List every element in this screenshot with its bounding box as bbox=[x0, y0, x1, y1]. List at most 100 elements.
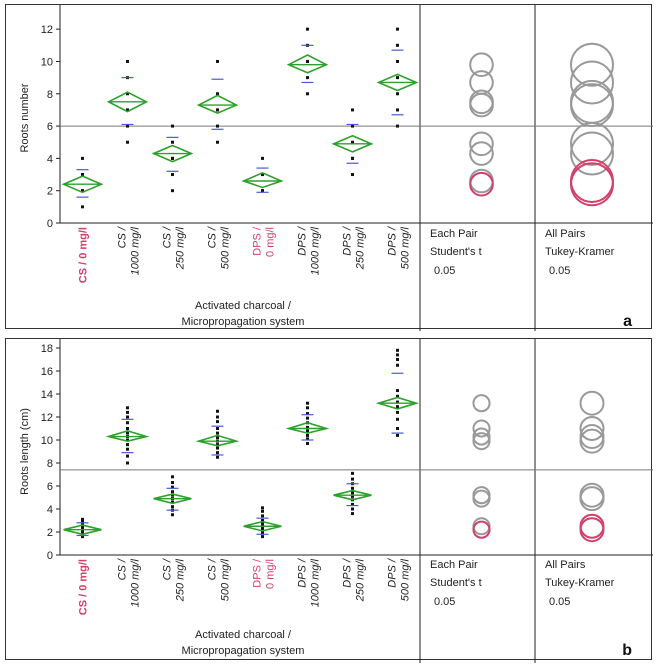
data-point bbox=[216, 108, 219, 112]
data-point bbox=[306, 412, 309, 416]
data-point bbox=[261, 514, 264, 518]
comparison-circle bbox=[472, 432, 491, 451]
x-axis-title-line2: Micropropagation system bbox=[182, 316, 305, 328]
comparison-circle bbox=[570, 131, 614, 176]
category-label-line1: DPS / bbox=[297, 558, 309, 588]
comparison-alpha: 0.05 bbox=[434, 265, 455, 277]
data-point bbox=[261, 531, 264, 535]
comparison-label-line1: Each Pair bbox=[430, 559, 478, 571]
data-point bbox=[306, 59, 309, 63]
category-label-line2: 500 mg/l bbox=[220, 226, 232, 269]
comparison-circle bbox=[472, 419, 491, 438]
category-label: CS /1000 mg/l bbox=[117, 558, 142, 607]
comparison-circle bbox=[472, 489, 491, 508]
category-label: CS /500 mg/l bbox=[207, 226, 232, 269]
data-point bbox=[351, 512, 354, 516]
category-label: CS /1000 mg/l bbox=[117, 226, 142, 275]
data-point bbox=[396, 410, 399, 414]
x-axis-title-line1: Activated charcoal / bbox=[195, 629, 292, 641]
data-point bbox=[396, 400, 399, 404]
data-point bbox=[396, 43, 399, 47]
data-point bbox=[126, 124, 129, 128]
data-point bbox=[261, 156, 264, 160]
comparison-label-line2: Student's t bbox=[430, 246, 482, 258]
data-point bbox=[171, 140, 174, 144]
data-point bbox=[81, 535, 84, 539]
category-label-line1: DPS / bbox=[297, 226, 309, 256]
data-point bbox=[396, 27, 399, 31]
category-label-line2: 500 mg/l bbox=[220, 558, 232, 601]
data-point bbox=[126, 438, 129, 442]
comparison-circle bbox=[579, 486, 605, 512]
category-label-line1: DPS / bbox=[252, 558, 264, 588]
category-label-line1: CS / bbox=[207, 558, 219, 580]
data-point bbox=[216, 59, 219, 63]
comparison-circle bbox=[579, 390, 605, 416]
comparison-circle bbox=[579, 517, 605, 543]
data-point bbox=[306, 437, 309, 441]
comparison-alpha: 0.05 bbox=[549, 596, 570, 608]
category-label: CS / 0 mg/l bbox=[78, 227, 90, 283]
category-label-line2: 0 mg/l bbox=[265, 227, 277, 257]
data-point bbox=[261, 189, 264, 193]
data-point bbox=[351, 108, 354, 112]
comparison-circle bbox=[579, 416, 605, 441]
y-tick-label: 10 bbox=[41, 435, 53, 447]
data-point bbox=[396, 59, 399, 63]
category-label-line1: CS / 0 mg/l bbox=[78, 559, 90, 615]
data-point bbox=[171, 493, 174, 497]
data-point bbox=[351, 491, 354, 495]
comparison-label-line1: Each Pair bbox=[430, 228, 478, 240]
comparison-label-line2: Student's t bbox=[430, 577, 482, 589]
data-point bbox=[396, 92, 399, 96]
data-point bbox=[126, 415, 129, 419]
comparison-circle bbox=[469, 171, 494, 197]
chart-panel-a: 0 2 4 6 8 10 12 Roots number CS / 0 mg/l CS /1000… bbox=[5, 4, 653, 331]
category-label: DPS /1000 mg/l bbox=[297, 226, 322, 275]
data-point bbox=[351, 502, 354, 506]
data-point bbox=[81, 520, 84, 524]
comparison-circle bbox=[570, 121, 614, 166]
category-label-line2: 250 mg/l bbox=[355, 226, 367, 270]
category-label-line2: 500 mg/l bbox=[400, 226, 412, 269]
comparison-circle bbox=[472, 520, 491, 539]
data-point bbox=[216, 92, 219, 96]
chart-panel-b: 0 2 4 6 8 10 12 14 16 18 Roots length (cm) CS / 0 m… bbox=[5, 338, 653, 663]
data-point bbox=[171, 481, 174, 485]
category-label: CS /500 mg/l bbox=[207, 558, 232, 601]
category-label-line2: 250 mg/l bbox=[175, 558, 187, 602]
data-point bbox=[261, 173, 264, 177]
data-point bbox=[396, 124, 399, 128]
comparison-label-line2: Tukey-Kramer bbox=[545, 246, 615, 258]
category-label-line2: 250 mg/l bbox=[175, 226, 187, 270]
category-label: DPS /250 mg/l bbox=[342, 226, 367, 270]
data-point bbox=[126, 427, 129, 430]
comparison-circle bbox=[570, 79, 614, 124]
y-tick-label: 10 bbox=[41, 56, 53, 68]
data-point bbox=[171, 173, 174, 177]
data-point bbox=[396, 389, 399, 393]
category-label-line2: 1000 mg/l bbox=[130, 226, 142, 275]
category-label-line1: CS / 0 mg/l bbox=[78, 227, 90, 283]
data-point bbox=[396, 353, 399, 357]
y-tick-label: 8 bbox=[47, 89, 53, 101]
comparison-circle bbox=[570, 162, 614, 207]
data-point bbox=[126, 140, 129, 144]
data-point bbox=[81, 205, 84, 209]
comparison-circle bbox=[469, 92, 494, 118]
data-point bbox=[261, 509, 264, 513]
data-point bbox=[261, 522, 264, 526]
data-point bbox=[261, 535, 264, 539]
data-point bbox=[216, 443, 219, 447]
data-point bbox=[171, 490, 174, 494]
data-point bbox=[216, 436, 219, 440]
data-point bbox=[306, 76, 309, 80]
data-point bbox=[216, 420, 219, 424]
comparison-circle bbox=[469, 141, 494, 166]
data-point bbox=[351, 173, 354, 177]
chart-b-svg: 0 2 4 6 8 10 12 14 16 18 Roots length (cm) CS / 0 m… bbox=[19, 339, 653, 663]
data-point bbox=[216, 409, 219, 413]
data-point bbox=[351, 486, 354, 490]
means-diamond bbox=[286, 54, 329, 74]
y-axis-label: Roots length (cm) bbox=[19, 408, 31, 495]
